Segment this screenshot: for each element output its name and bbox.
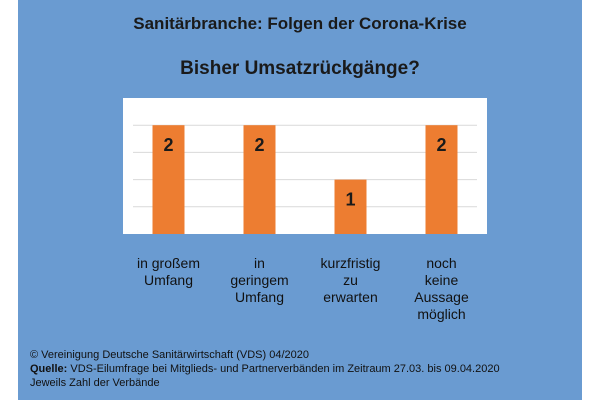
category-label-line: erwarten (323, 289, 378, 305)
slide-background: Sanitärbranche: Folgen der Corona-Krise … (18, 0, 582, 400)
category-label-line: noch (426, 255, 457, 271)
bar-chart: 2 2 1 2 (133, 124, 477, 234)
bar-2 (243, 125, 276, 234)
bar-1 (152, 125, 185, 234)
category-label-line: in großem (136, 255, 201, 271)
category-label-line: Umfang (234, 289, 285, 305)
category-label-line: möglich (417, 306, 466, 322)
category-label-4: noch keine Aussage möglich (394, 255, 490, 323)
category-label-2: in geringem Umfang (212, 255, 308, 306)
category-label-line: Umfang (143, 272, 194, 288)
bar-4 (425, 125, 458, 234)
plot-area: 2 2 1 2 (123, 98, 487, 234)
category-label-line: keine (424, 272, 459, 288)
category-label-line: zu (343, 272, 358, 288)
source-text: VDS-Eilumfrage bei Mitglieds- und Partne… (67, 363, 500, 375)
category-label-3: kurzfristig zu erwarten (303, 255, 399, 306)
category-label-line: geringem (230, 272, 289, 288)
page-title: Sanitärbranche: Folgen der Corona-Krise (133, 14, 467, 33)
source-line: Quelle: VDS-Eilumfrage bei Mitglieds- un… (30, 362, 578, 376)
source-label: Quelle: (30, 363, 68, 375)
data-label-1: 2 (163, 135, 173, 155)
category-label-line: Aussage (414, 289, 469, 305)
category-label-1: in großem Umfang (121, 255, 217, 289)
data-label-2: 2 (254, 135, 264, 155)
data-label-3: 1 (345, 190, 355, 210)
footer: © Vereinigung Deutsche Sanitärwirtschaft… (30, 348, 578, 390)
copyright-text: © Vereinigung Deutsche Sanitärwirtschaft… (30, 349, 309, 361)
category-label-line: kurzfristig (320, 255, 381, 271)
data-label-4: 2 (436, 135, 446, 155)
category-label-line: in (254, 255, 265, 271)
chart-title: Bisher Umsatzrückgänge? (180, 58, 420, 79)
bar-3 (334, 179, 367, 234)
note-text: Jeweils Zahl der Verbände (30, 377, 160, 389)
